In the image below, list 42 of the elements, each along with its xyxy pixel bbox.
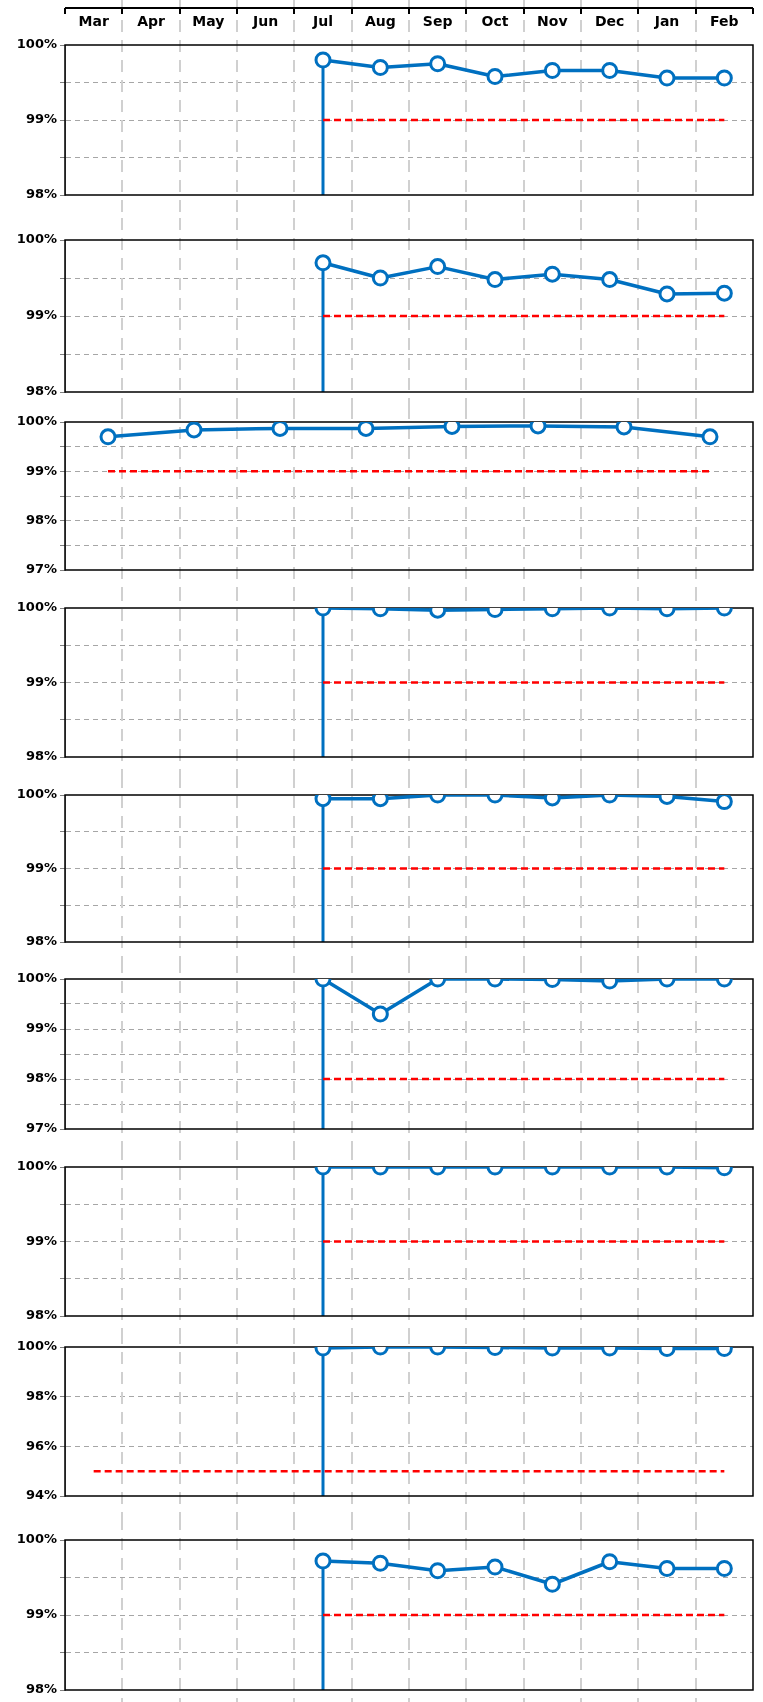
x-tick-label: Oct <box>481 13 509 30</box>
x-tick-label: Jul <box>312 13 333 30</box>
y-tick-label: 100% <box>16 970 57 986</box>
y-tick-label: 98% <box>25 933 57 949</box>
y-tick-label: 99% <box>25 307 57 323</box>
x-tick-label: Aug <box>364 13 396 30</box>
y-tick-label: 98% <box>25 748 57 764</box>
y-tick-label: 98% <box>25 1307 57 1323</box>
y-tick-label: 98% <box>25 1388 57 1404</box>
y-tick-label: 99% <box>25 1232 57 1248</box>
y-tick-label: 99% <box>25 1020 57 1036</box>
x-tick-label: Mar <box>78 13 109 30</box>
y-tick-label: 100% <box>16 413 57 429</box>
y-tick-label: 97% <box>25 1120 57 1136</box>
y-tick-label: 96% <box>25 1437 57 1453</box>
y-tick-label: 98% <box>25 186 57 202</box>
x-tick-label: Jun <box>252 13 279 30</box>
x-tick-label: Dec <box>594 13 625 30</box>
x-tick-label: Apr <box>137 13 165 30</box>
y-tick-label: 99% <box>25 111 57 127</box>
y-tick-label: 98% <box>25 1681 57 1697</box>
y-tick-label: 99% <box>25 673 57 689</box>
y-tick-label: 98% <box>25 383 57 399</box>
y-tick-label: 98% <box>25 1070 57 1086</box>
y-tick-label: 98% <box>25 512 57 528</box>
y-tick-label: 97% <box>25 561 57 577</box>
y-tick-label: 99% <box>25 462 57 478</box>
x-tick-label: Sep <box>422 13 453 30</box>
y-tick-label: 100% <box>16 231 57 247</box>
y-tick-label: 99% <box>25 1606 57 1622</box>
y-tick-label: 100% <box>16 1158 57 1174</box>
x-tick-label: Feb <box>710 13 739 30</box>
y-tick-label: 100% <box>16 1531 57 1547</box>
y-tick-label: 100% <box>16 1338 57 1354</box>
x-tick-label: Nov <box>537 13 568 30</box>
x-tick-label: May <box>192 13 225 30</box>
y-tick-label: 100% <box>16 36 57 52</box>
x-tick-label: Jan <box>653 13 680 30</box>
y-tick-label: 100% <box>16 599 57 615</box>
y-tick-label: 94% <box>25 1487 57 1503</box>
y-tick-label: 100% <box>16 786 57 802</box>
y-tick-label: 99% <box>25 859 57 875</box>
